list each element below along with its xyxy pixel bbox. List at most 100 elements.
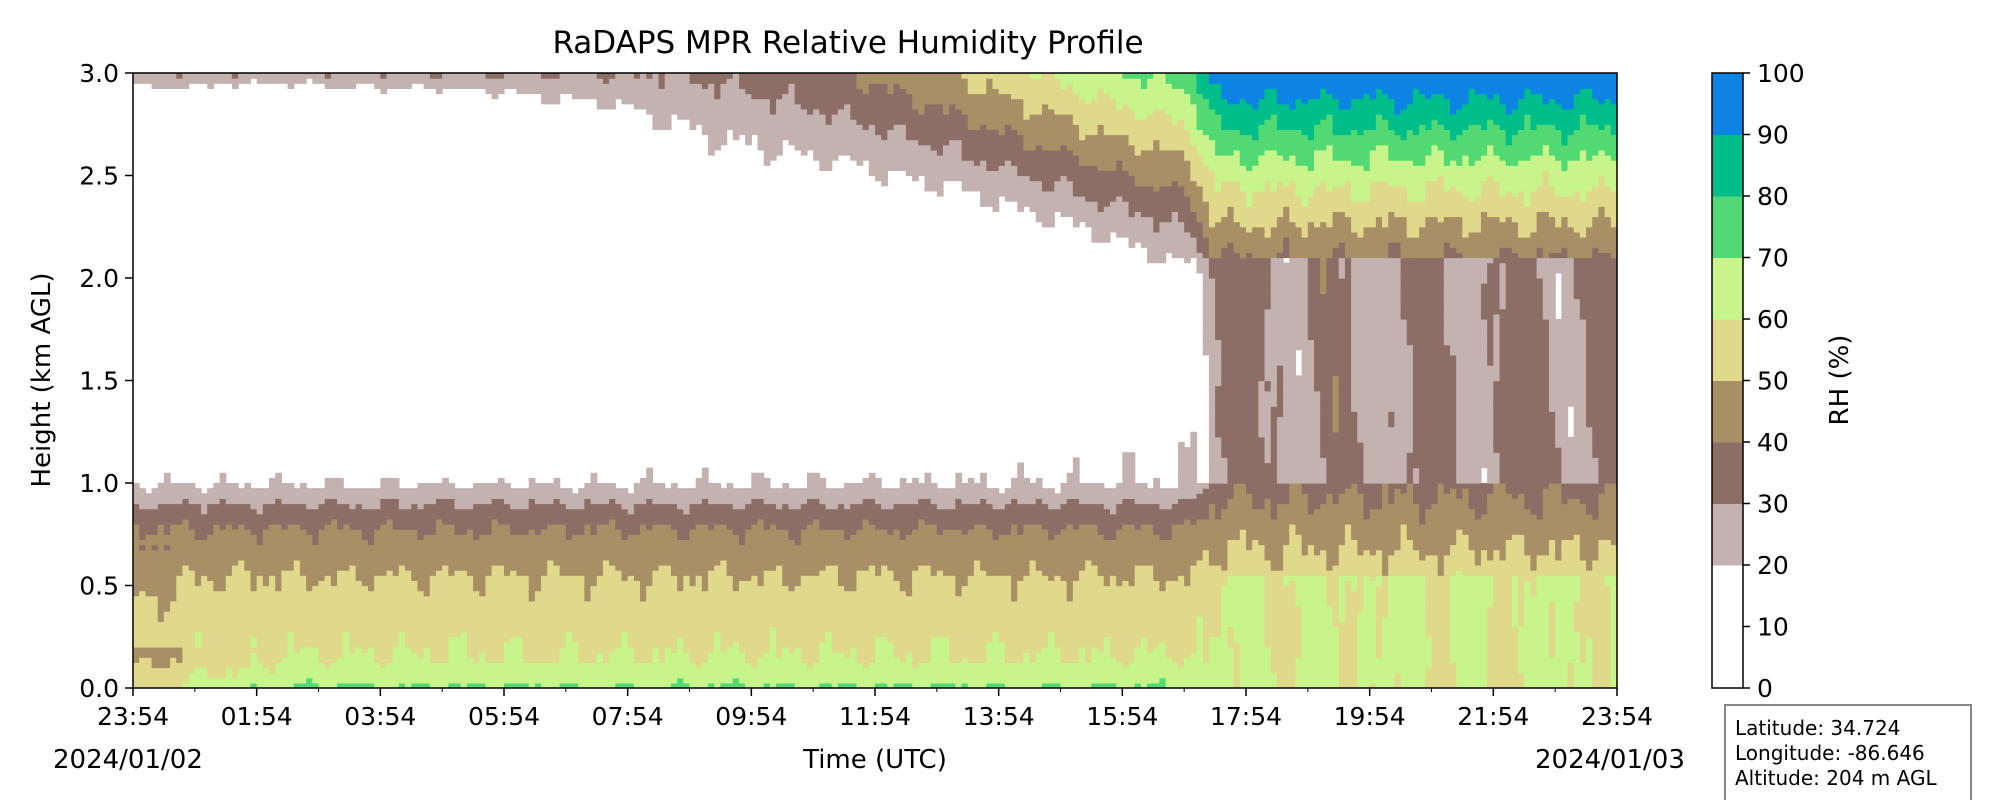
- contour-cell: [664, 585, 672, 592]
- contour-cell: [497, 488, 505, 494]
- contour-cell: [479, 641, 487, 648]
- contour-cell: [664, 672, 672, 679]
- contour-cell: [565, 83, 573, 89]
- contour-cell: [201, 677, 208, 684]
- contour-cell: [504, 611, 511, 617]
- contour-cell: [231, 503, 239, 510]
- contour-cell: [269, 503, 276, 510]
- contour-cell: [640, 667, 647, 674]
- contour-cell: [269, 565, 276, 571]
- contour-cell: [664, 493, 672, 499]
- contour-cell: [565, 600, 573, 607]
- contour-cell: [751, 513, 759, 520]
- contour-cell: [572, 534, 579, 540]
- contour-cell: [794, 575, 802, 581]
- contour-cell: [689, 544, 697, 551]
- contour-cell: [386, 606, 394, 612]
- contour-cell: [732, 103, 740, 110]
- contour-cell: [559, 549, 567, 556]
- contour-cell: [627, 565, 635, 571]
- contour-cell: [473, 606, 480, 612]
- contour-cell: [572, 652, 579, 658]
- contour-cell: [572, 93, 579, 100]
- contour-cell: [590, 590, 598, 597]
- contour-cell: [299, 508, 307, 515]
- contour-cell: [337, 585, 344, 592]
- contour-cell: [275, 677, 282, 684]
- contour-cell: [788, 534, 796, 540]
- contour-cell: [429, 534, 437, 540]
- contour-cell: [565, 529, 573, 535]
- contour-cell: [664, 114, 672, 120]
- contour-cell: [194, 488, 202, 494]
- contour-cell: [745, 631, 752, 638]
- contour-cell: [738, 493, 746, 499]
- contour-cell: [596, 513, 604, 520]
- contour-cell: [794, 134, 802, 141]
- contour-cell: [275, 631, 282, 638]
- contour-cell: [522, 672, 530, 679]
- contour-cell: [806, 559, 814, 566]
- contour-cell: [491, 529, 499, 535]
- contour-cell: [621, 621, 629, 628]
- contour-cell: [572, 580, 579, 587]
- contour-cell: [231, 559, 239, 566]
- contour-cell: [646, 565, 653, 571]
- contour-cell: [281, 73, 289, 79]
- contour-cell: [726, 682, 734, 688]
- contour-cell: [652, 570, 660, 576]
- contour-cell: [405, 498, 412, 505]
- contour-cell: [745, 534, 752, 540]
- contour-cell: [473, 83, 480, 89]
- contour-cell: [380, 559, 388, 566]
- contour-cell: [435, 682, 443, 688]
- contour-cell: [170, 626, 177, 633]
- contour-cell: [299, 488, 307, 494]
- contour-cell: [392, 606, 400, 612]
- contour-cell: [269, 626, 276, 633]
- contour-cell: [466, 498, 474, 505]
- contour-cell: [287, 636, 295, 643]
- contour-cell: [751, 524, 759, 530]
- contour-cell: [460, 565, 468, 571]
- contour-cell: [139, 559, 146, 566]
- contour-cell: [646, 483, 653, 489]
- contour-cell: [157, 575, 165, 581]
- contour-cell: [720, 616, 728, 622]
- contour-cell: [788, 667, 796, 674]
- contour-cell: [720, 570, 728, 576]
- contour-cell: [231, 682, 239, 688]
- contour-cell: [745, 672, 752, 679]
- contour-cell: [281, 565, 289, 571]
- contour-cell: [602, 534, 610, 540]
- contour-cell: [269, 580, 276, 587]
- contour-cell: [312, 585, 320, 592]
- contour-cell: [299, 585, 307, 592]
- contour-cell: [157, 682, 165, 688]
- contour-cell: [473, 600, 480, 607]
- contour-cell: [695, 595, 703, 602]
- contour-cell: [782, 570, 790, 576]
- contour-cell: [652, 565, 660, 571]
- contour-cell: [293, 580, 301, 587]
- contour-cell: [578, 600, 585, 607]
- contour-cell: [497, 631, 505, 638]
- contour-cell: [751, 93, 759, 100]
- contour-cell: [170, 539, 177, 546]
- contour-cell: [442, 621, 449, 628]
- contour-cell: [417, 590, 425, 597]
- contour-cell: [460, 606, 468, 612]
- contour-cell: [776, 565, 783, 571]
- contour-cell: [145, 631, 153, 638]
- contour-cell: [293, 621, 301, 628]
- contour-cell: [708, 149, 715, 156]
- contour-cell: [176, 549, 184, 556]
- contour-cell: [776, 539, 783, 546]
- contour-cell: [170, 682, 177, 688]
- contour-cell: [646, 667, 653, 674]
- contour-cell: [640, 570, 647, 576]
- contour-cell: [225, 570, 233, 576]
- contour-cell: [751, 83, 759, 89]
- contour-cell: [398, 606, 406, 612]
- contour-cell: [621, 677, 629, 684]
